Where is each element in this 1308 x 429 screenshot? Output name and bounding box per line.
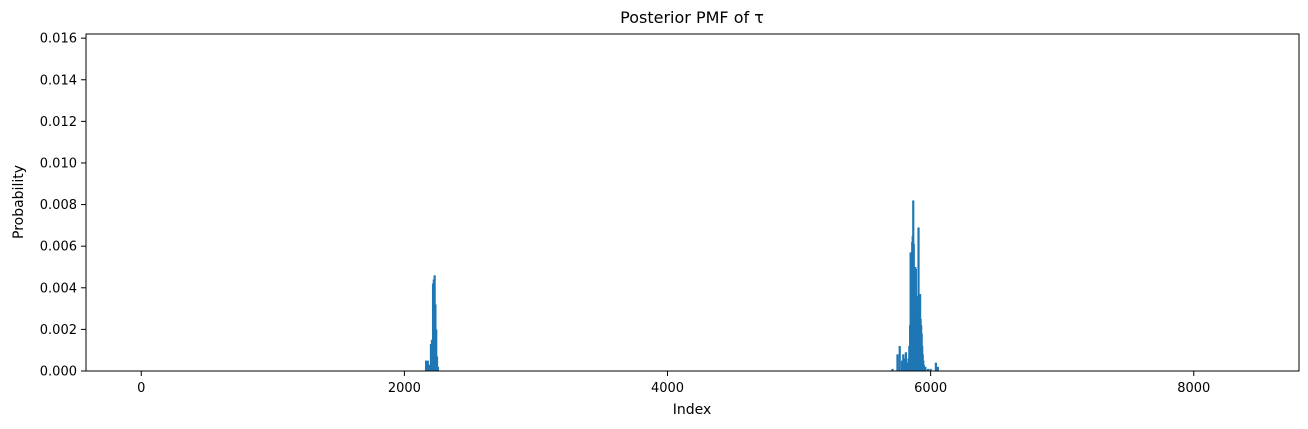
- y-tick-label: 0.010: [40, 156, 77, 171]
- chart-title: Posterior PMF of τ: [620, 8, 764, 27]
- y-tick-label: 0.000: [40, 365, 77, 380]
- y-axis-label: Probability: [11, 165, 27, 239]
- x-axis-label: Index: [673, 402, 712, 418]
- y-tick-label: 0.016: [40, 32, 77, 47]
- y-tick-label: 0.002: [40, 323, 77, 338]
- bar: [917, 227, 920, 371]
- bar: [898, 346, 901, 371]
- bars-layer: [424, 200, 939, 371]
- bar: [428, 364, 431, 371]
- x-tick-label: 0: [137, 381, 145, 396]
- bar: [934, 362, 937, 371]
- y-tick-label: 0.008: [40, 198, 77, 213]
- y-axis-ticks: 0.000 0.002 0.004 0.006 0.008 0.010 0.012 0.014…: [40, 32, 86, 380]
- y-tick-label: 0.006: [40, 240, 77, 255]
- bar: [435, 356, 439, 371]
- y-tick-label: 0.014: [40, 73, 77, 88]
- bar: [922, 364, 925, 371]
- x-tick-label: 4000: [651, 381, 684, 396]
- bar: [924, 366, 927, 371]
- bar: [904, 352, 907, 371]
- bar: [436, 366, 440, 371]
- x-axis-ticks: 0 2000 4000 6000 8000: [137, 371, 1210, 396]
- bar: [424, 360, 428, 371]
- bar: [926, 368, 930, 371]
- plot-frame: [85, 33, 1300, 372]
- y-tick-label: 0.004: [40, 281, 77, 296]
- y-tick-label: 0.012: [40, 115, 77, 130]
- bar: [929, 368, 932, 371]
- x-tick-label: 8000: [1177, 381, 1210, 396]
- bar: [426, 360, 429, 371]
- bar: [936, 366, 939, 371]
- bar: [891, 368, 894, 371]
- bar: [896, 354, 899, 371]
- plot-area: [86, 34, 1299, 371]
- x-tick-label: 6000: [914, 381, 947, 396]
- bar: [900, 360, 904, 371]
- bar: [903, 358, 906, 371]
- bar: [435, 329, 438, 371]
- x-tick-label: 2000: [388, 381, 421, 396]
- bar: [906, 362, 909, 371]
